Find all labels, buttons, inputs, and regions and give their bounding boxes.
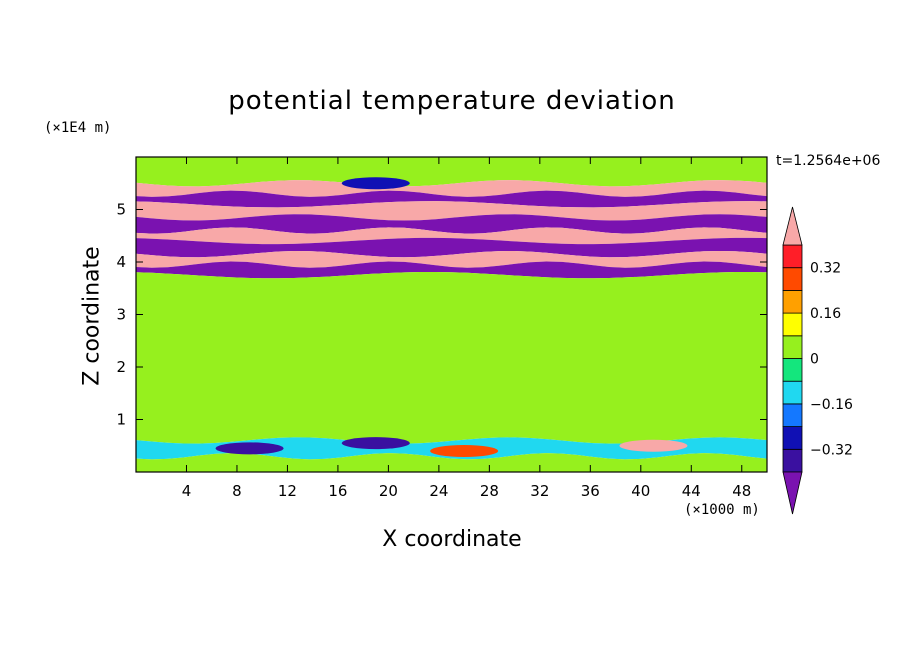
contour-band — [136, 251, 767, 268]
colorbar-swatch — [782, 335, 803, 359]
x-tick-label: 48 — [732, 482, 751, 500]
contour-band — [136, 157, 767, 187]
colorbar-swatch — [782, 267, 803, 291]
contour-feature — [341, 177, 410, 190]
x-unit-label: (×1000 m) — [684, 502, 760, 518]
x-tick-label: 8 — [232, 482, 242, 500]
contour-band — [136, 214, 767, 234]
x-tick-label: 36 — [581, 482, 600, 500]
x-tick-label: 12 — [278, 482, 297, 500]
colorbar-swatch — [782, 312, 803, 337]
x-axis-label: X coordinate — [0, 527, 904, 552]
x-tick-label: 16 — [328, 482, 347, 500]
contour-band — [136, 272, 767, 444]
x-tick-label: 20 — [379, 482, 398, 500]
y-tick-label: 1 — [116, 411, 126, 429]
y-axis-ticks: 1 2 3 4 5 — [116, 201, 767, 429]
colorbar-extend-low — [782, 471, 803, 515]
colorbar: 0.32 0.16 0 −0.16 −0.32 — [782, 206, 853, 515]
colorbar-swatch — [782, 403, 803, 427]
contour-band — [136, 190, 767, 208]
contour-feature — [619, 439, 688, 452]
contour-band — [136, 261, 767, 279]
chart-title: potential temperature deviation — [228, 86, 676, 116]
colorbar-label: 0.32 — [810, 261, 841, 277]
contour-field — [136, 157, 767, 472]
contour-feature — [215, 442, 284, 455]
colorbar-extend-high — [782, 206, 803, 246]
z-unit-label: (×1E4 m) — [44, 120, 112, 136]
y-tick-label: 5 — [116, 201, 126, 219]
contour-band — [136, 201, 767, 221]
colorbar-label: −0.16 — [810, 397, 853, 413]
colorbar-swatch — [782, 358, 803, 382]
y-tick-label: 3 — [116, 306, 126, 324]
colorbar-swatch — [782, 448, 803, 473]
colorbar-swatch — [782, 289, 803, 314]
y-tick-label: 4 — [116, 253, 126, 271]
colorbar-label: 0 — [810, 352, 819, 368]
colorbar-label: 0.16 — [810, 306, 841, 322]
x-tick-label: 44 — [682, 482, 701, 500]
contour-band — [136, 453, 767, 472]
time-label: t=1.2564e+06 — [776, 153, 881, 169]
x-axis-ticks: 4 8 12 16 20 24 28 32 36 40 44 48 — [182, 157, 751, 500]
colorbar-swatch — [782, 426, 803, 450]
y-tick-label: 2 — [116, 358, 126, 376]
colorbar-swatch — [782, 244, 803, 269]
x-tick-label: 4 — [182, 482, 192, 500]
contour-feature — [341, 437, 410, 450]
colorbar-swatch — [782, 380, 803, 405]
x-tick-label: 40 — [631, 482, 650, 500]
contour-feature — [430, 445, 499, 457]
colorbar-label: −0.32 — [810, 442, 853, 458]
x-tick-label: 24 — [429, 482, 448, 500]
contour-band — [136, 180, 767, 197]
x-tick-label: 28 — [480, 482, 499, 500]
x-axis-label-text: X coordinate — [382, 527, 522, 552]
contour-band — [136, 227, 767, 245]
contour-band — [136, 237, 767, 258]
x-tick-label: 32 — [530, 482, 549, 500]
